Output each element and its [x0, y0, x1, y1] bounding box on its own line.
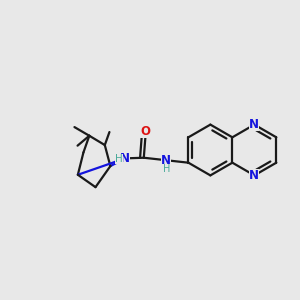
Text: H: H — [163, 164, 170, 174]
Text: N: N — [161, 154, 171, 167]
Text: N: N — [249, 169, 259, 182]
Text: H: H — [115, 154, 123, 164]
Text: N: N — [249, 118, 259, 131]
Text: N: N — [120, 152, 130, 165]
Text: O: O — [140, 125, 150, 138]
